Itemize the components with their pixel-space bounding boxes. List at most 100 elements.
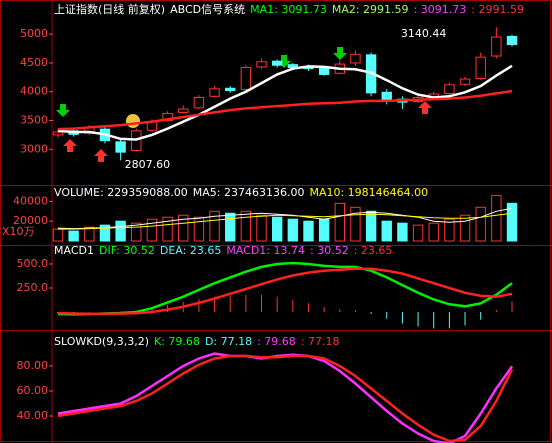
volume-bar (381, 220, 392, 242)
volume-bar (350, 206, 361, 242)
candle-body (350, 53, 361, 64)
volume-bar (52, 228, 64, 242)
series-line (57, 64, 513, 141)
candle-body (459, 78, 471, 85)
series-line (57, 354, 514, 443)
candle-body (240, 67, 252, 90)
y-tick-label: 3000 (20, 142, 48, 155)
volume-bar (68, 230, 79, 242)
header-item: : 30.52 (310, 244, 349, 257)
panel-header: 上证指数(日线 前复权) ABCD信号系统 MA1: 3091.73 MA2: 299… (54, 2, 524, 16)
header-item: 上证指数(日线 前复权) (54, 2, 165, 16)
candle-body (475, 56, 486, 79)
volume-bar (334, 202, 345, 242)
volume-bar (303, 220, 314, 242)
volume-bar (444, 218, 455, 242)
candle-body (318, 67, 330, 75)
sell-arrow (56, 104, 70, 117)
volume-bar (491, 194, 502, 242)
header-item: MACD1: 13.74 (226, 244, 305, 257)
header-item: D: 77.18 (205, 335, 252, 348)
volume-bar (287, 218, 299, 242)
volume-bar (318, 218, 330, 242)
volume-bar (84, 226, 95, 242)
volume-bar (178, 214, 189, 242)
y-tick-label: 4500 (20, 56, 48, 69)
header-item: MA5: 237463136.00 (193, 186, 305, 199)
volume-bar (240, 210, 252, 242)
series-line (57, 89, 513, 131)
candle-body (256, 61, 267, 68)
volume-bar (193, 216, 205, 242)
panel-header: VOLUME: 229359088.00 MA5: 237463136.00 MA1… (54, 186, 428, 199)
y-tick-label: 40.00 (17, 409, 49, 422)
price-annotation: 3140.44 (401, 27, 447, 40)
candle-body (178, 108, 189, 113)
y-tick-label: 40000 (13, 194, 48, 207)
candle-body (506, 35, 518, 45)
volume-bar (365, 210, 377, 242)
volume-bar (397, 222, 408, 242)
candle-body (209, 88, 220, 97)
y-tick-label: 20000 (13, 214, 48, 227)
header-item: : 2991.59 (471, 3, 524, 16)
header-item: MA10: 198146464.00 (309, 186, 428, 199)
header-item: MA2: 2991.59 (332, 3, 409, 16)
y-tick-label: 3500 (20, 114, 48, 127)
volume-bar (146, 218, 158, 242)
unit-label: X10万 (2, 225, 35, 238)
smiley-icon (126, 114, 140, 128)
candle-body (444, 84, 455, 94)
header-item: MACD1 (54, 244, 94, 257)
candle-body (225, 87, 236, 92)
header-item: : 79.68 (257, 335, 296, 348)
header-item: K: 79.68 (154, 335, 200, 348)
panel-header: MACD1 DIF: 30.52 DEA: 23.65 MACD1: 13.74 : 3… (54, 244, 392, 257)
candle-body (52, 131, 64, 136)
header-item: DEA: 23.65 (160, 244, 221, 257)
volume-bar (271, 216, 283, 242)
candle-body (193, 96, 205, 109)
header-item: SLOWKD(9,3,3,2) (54, 335, 149, 348)
panel-header: SLOWKD(9,3,3,2) K: 79.68 D: 77.18 : 79.68 : … (54, 335, 340, 348)
volume-bar (131, 222, 142, 242)
candle-body (381, 91, 392, 101)
volume-bar (475, 206, 486, 242)
series-line (57, 207, 513, 230)
header-item: : 23.65 (354, 244, 393, 257)
y-tick-label: 250.0 (17, 281, 49, 294)
y-tick-label: 500.0 (17, 257, 49, 270)
series-line (58, 212, 513, 230)
candle-body (115, 141, 126, 153)
buy-arrow (418, 101, 432, 114)
y-tick-label: 4000 (20, 85, 48, 98)
volume-bar (506, 202, 518, 242)
volume-bar (115, 220, 126, 242)
sell-arrow (333, 47, 347, 60)
header-item: : 3091.73 (414, 3, 467, 16)
volume-bar (99, 224, 111, 242)
volume-bar (256, 214, 267, 242)
candle-body (491, 36, 502, 57)
header-item: DIF: 30.52 (99, 244, 155, 257)
buy-arrow (94, 149, 108, 162)
volume-bar (412, 224, 424, 242)
y-tick-label: 5000 (20, 27, 48, 40)
candle-body (271, 60, 283, 66)
volume-bar (162, 216, 173, 242)
header-item: MA1: 3091.73 (250, 3, 327, 16)
sell-arrow (277, 55, 291, 68)
header-item: : 77.18 (301, 335, 340, 348)
y-tick-label: 80.00 (17, 359, 49, 372)
y-tick-label: 60.00 (17, 384, 49, 397)
header-item: ABCD信号系统 (170, 3, 245, 16)
volume-bar (225, 212, 236, 242)
buy-arrow (63, 139, 77, 152)
volume-bar (459, 214, 471, 242)
volume-bar (428, 222, 439, 242)
header-item: VOLUME: 229359088.00 (54, 186, 188, 199)
volume-bar (209, 210, 220, 242)
series-line (57, 267, 513, 316)
price-annotation: 2807.60 (125, 158, 171, 171)
